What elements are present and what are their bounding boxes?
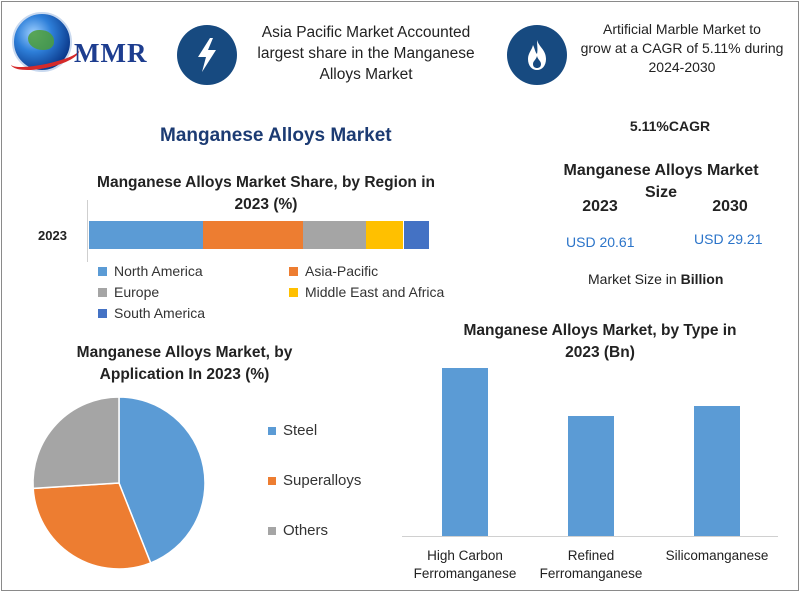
cagr-label: 5.11%CAGR: [629, 118, 711, 134]
x-tick-label-line: High Carbon: [427, 548, 503, 563]
legend-europe: Europe: [98, 284, 159, 300]
market-size-title-line: Size: [644, 184, 677, 201]
legend-swatch: [268, 476, 276, 485]
logo-text: MMR: [74, 38, 148, 68]
legend-superalloys: Superalloys: [268, 472, 361, 489]
headline-left-line: Asia Pacific Market Accounted: [261, 24, 471, 41]
headline-right-line: grow at a CAGR of 5.11% during: [580, 40, 784, 56]
type-bar-chart: [402, 368, 778, 537]
stacked-bar-segment: [202, 221, 304, 249]
headline-right-line: 2024-2030: [648, 59, 716, 75]
legend-label: Others: [283, 522, 329, 539]
legend-steel: Steel: [268, 422, 317, 439]
year-2023-label: 2023: [582, 198, 618, 215]
region-chart-title: Manganese Alloys Market Share, by Region…: [80, 172, 452, 216]
x-tick-label: High Carbon Ferromanganese: [405, 547, 525, 583]
stacked-bar-segment: [303, 221, 367, 249]
legend-asia-pacific: Asia-Pacific: [289, 263, 378, 279]
legend-label: South America: [114, 305, 206, 321]
stacked-bar-segment: [89, 221, 203, 249]
legend-swatch: [289, 287, 298, 297]
lightning-icon: [177, 25, 237, 85]
type-bar: [694, 406, 740, 536]
stacked-bar-segment: [403, 221, 429, 249]
stacked-bar-category-label: 2023: [38, 228, 67, 243]
market-size-title: Manganese Alloys Market Size: [550, 160, 772, 204]
type-chart-title-line: Manganese Alloys Market, by Type in: [463, 322, 737, 339]
flame-icon: [507, 25, 567, 85]
main-title: Manganese Alloys Market: [160, 125, 392, 146]
market-value-2030: USD 29.21: [694, 231, 763, 247]
legend-label: Europe: [114, 284, 160, 300]
type-chart-title-line: 2023 (Bn): [565, 344, 635, 361]
market-size-unit: Market Size in Billion: [588, 271, 723, 287]
x-tick-label-line: Silicomanganese: [665, 548, 769, 563]
stacked-bar: [89, 221, 429, 249]
application-chart-title: Manganese Alloys Market, by Application …: [42, 342, 327, 386]
legend-swatch: [268, 526, 276, 535]
market-size-title-line: Manganese Alloys Market: [563, 162, 759, 179]
headline-left: Asia Pacific Market Accounted largest sh…: [248, 22, 484, 85]
legend-label: North America: [114, 263, 203, 279]
x-tick-label: Refined Ferromanganese: [531, 547, 651, 583]
legend-swatch: [98, 287, 107, 297]
x-tick-label: Silicomanganese: [657, 547, 777, 565]
globe-icon: [12, 12, 72, 72]
headline-right: Artificial Marble Market to grow at a CA…: [574, 20, 790, 77]
market-value-2023: USD 20.61: [566, 234, 635, 250]
pie-slice: [32, 396, 120, 490]
type-bar: [568, 416, 614, 536]
legend-label: Asia-Pacific: [305, 263, 379, 279]
legend-middle-east-africa: Middle East and Africa: [289, 284, 444, 300]
application-chart-title-line: Manganese Alloys Market, by: [76, 344, 293, 361]
unit-bold: Billion: [680, 271, 724, 287]
headline-left-line: largest share in the Manganese: [257, 45, 475, 62]
legend-south-america: South America: [98, 305, 205, 321]
year-2030-label: 2030: [712, 198, 748, 215]
legend-north-america: North America: [98, 263, 203, 279]
region-chart-title-line: 2023 (%): [234, 196, 298, 213]
pie-slice: [118, 396, 206, 564]
application-pie-chart: [32, 396, 206, 570]
legend-swatch: [98, 266, 107, 276]
x-tick-label-line: Refined: [567, 548, 615, 563]
region-chart-title-line: Manganese Alloys Market Share, by Region…: [97, 174, 435, 191]
legend-others: Others: [268, 522, 328, 539]
legend-swatch: [268, 426, 276, 435]
stacked-bar-axis: [87, 200, 88, 262]
legend-swatch: [289, 266, 298, 276]
type-chart-title: Manganese Alloys Market, by Type in 2023…: [440, 320, 760, 364]
unit-prefix: Market Size in: [588, 271, 681, 287]
headline-right-line: Artificial Marble Market to: [603, 21, 761, 37]
type-bar: [442, 368, 488, 536]
x-tick-label-line: Ferromanganese: [539, 566, 643, 581]
legend-label: Steel: [283, 422, 318, 439]
legend-label: Superalloys: [283, 472, 362, 489]
stacked-bar-segment: [366, 221, 404, 249]
x-tick-label-line: Ferromanganese: [413, 566, 517, 581]
legend-swatch: [98, 308, 107, 318]
pie-slice: [32, 482, 152, 570]
legend-label: Middle East and Africa: [305, 284, 445, 300]
application-chart-title-line: Application In 2023 (%): [99, 366, 270, 383]
headline-left-line: Alloys Market: [319, 66, 413, 83]
